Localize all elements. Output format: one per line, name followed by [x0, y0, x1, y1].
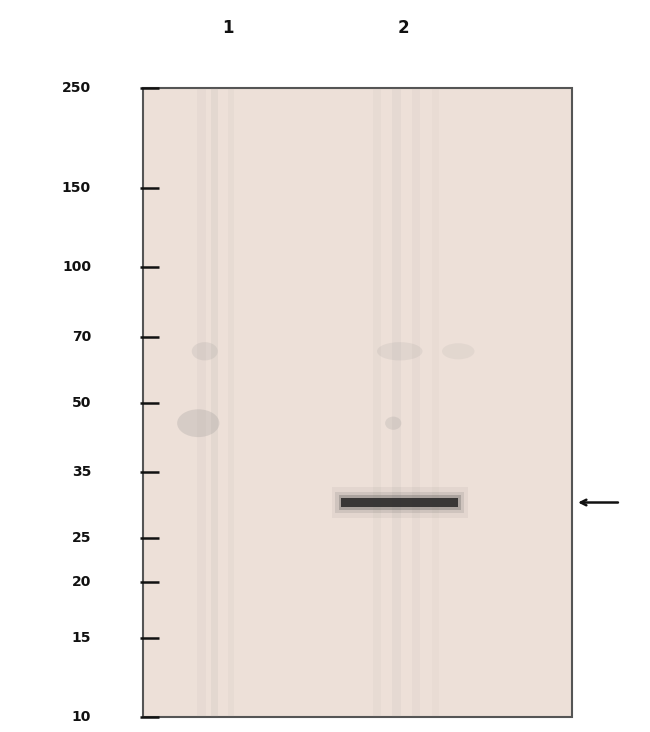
- Ellipse shape: [177, 409, 220, 437]
- Ellipse shape: [442, 343, 474, 359]
- Text: 10: 10: [72, 710, 91, 725]
- FancyBboxPatch shape: [391, 88, 402, 717]
- FancyBboxPatch shape: [412, 88, 420, 717]
- Ellipse shape: [192, 342, 218, 360]
- FancyBboxPatch shape: [339, 495, 461, 509]
- FancyBboxPatch shape: [341, 498, 458, 507]
- Text: 100: 100: [62, 260, 91, 274]
- Text: 35: 35: [72, 466, 91, 479]
- Text: 70: 70: [72, 330, 91, 344]
- Text: 20: 20: [72, 575, 91, 589]
- FancyBboxPatch shape: [196, 88, 207, 717]
- Text: 25: 25: [72, 531, 91, 545]
- Text: 2: 2: [397, 18, 409, 37]
- Text: 1: 1: [222, 18, 233, 37]
- Text: 250: 250: [62, 81, 91, 95]
- FancyBboxPatch shape: [332, 487, 468, 518]
- Ellipse shape: [385, 417, 402, 430]
- FancyBboxPatch shape: [211, 88, 218, 717]
- Ellipse shape: [377, 342, 423, 360]
- Text: 150: 150: [62, 181, 91, 195]
- Text: 15: 15: [72, 631, 91, 645]
- FancyBboxPatch shape: [335, 491, 464, 513]
- FancyBboxPatch shape: [373, 88, 381, 717]
- Text: 50: 50: [72, 395, 91, 410]
- FancyBboxPatch shape: [143, 88, 572, 717]
- FancyBboxPatch shape: [227, 88, 234, 717]
